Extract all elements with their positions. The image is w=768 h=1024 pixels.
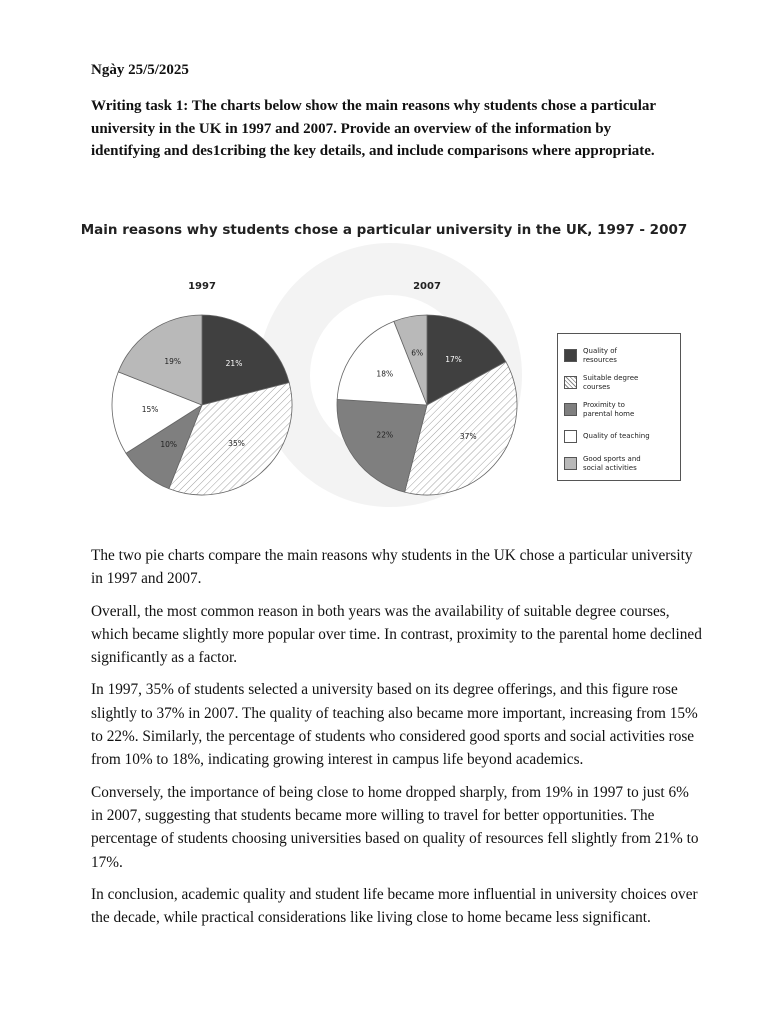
chart-svg: Main reasons why students chose a partic… [81, 222, 688, 507]
date: Ngày 25/5/2025 [91, 62, 189, 78]
slice-label: 15% [142, 405, 159, 414]
pie-label: 2007 [413, 281, 441, 292]
legend-label: Quality of resources [583, 346, 617, 364]
task-prompt: Writing task 1: The charts below show th… [91, 98, 656, 159]
slice-label: 10% [160, 440, 177, 449]
legend-item: Quality of resources [564, 342, 674, 369]
legend-item: Proximity to parental home [564, 396, 674, 423]
pie-slice [168, 382, 293, 496]
legend: Quality of resources Suitable degree cour… [557, 333, 681, 481]
legend-item: Suitable degree courses [564, 369, 674, 396]
chart: Main reasons why students chose a partic… [0, 210, 768, 520]
paragraph: Overall, the most common reason in both … [91, 602, 702, 667]
legend-swatch [564, 430, 577, 443]
legend-swatch [564, 349, 577, 362]
paragraph: In 1997, 35% of students selected a univ… [91, 681, 698, 769]
pie-slice [336, 398, 428, 493]
essay: The two pie charts compare the main reas… [91, 544, 703, 938]
slice-label: 37% [460, 432, 477, 441]
paragraph: Conversely, the importance of being clos… [91, 783, 699, 871]
pie-slice [393, 314, 428, 406]
legend-item: Good sports and social activities [564, 450, 674, 477]
chart-title: Main reasons why students chose a partic… [81, 222, 688, 238]
legend-label: Good sports and social activities [583, 454, 641, 472]
legend-swatch [564, 403, 577, 416]
slice-label: 17% [445, 355, 462, 364]
slice-label: 19% [164, 357, 181, 366]
pie-slice [117, 314, 203, 406]
pie-slice [201, 314, 290, 406]
pie-slice [426, 314, 507, 406]
paragraph: The two pie charts compare the main reas… [91, 547, 693, 588]
legend-swatch [564, 376, 577, 389]
slice-label: 21% [226, 359, 243, 368]
legend-item: Quality of teaching [564, 423, 674, 450]
pie-label: 1997 [188, 281, 216, 292]
slice-label: 18% [376, 369, 393, 378]
legend-label: Suitable degree courses [583, 373, 639, 391]
legend-swatch [564, 457, 577, 470]
pie-slice [404, 361, 518, 496]
pie-slice [111, 371, 203, 454]
pie-slice [336, 320, 428, 406]
slice-label: 35% [228, 439, 245, 448]
paragraph: In conclusion, academic quality and stud… [91, 885, 698, 927]
slice-label: 6% [411, 349, 423, 358]
legend-label: Quality of teaching [583, 432, 650, 440]
slice-label: 22% [376, 431, 393, 440]
legend-label: Proximity to parental home [583, 400, 635, 418]
